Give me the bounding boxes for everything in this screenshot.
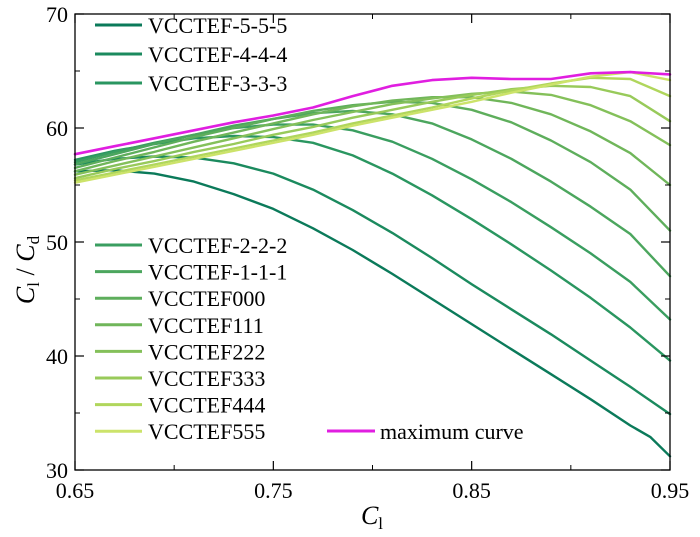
y-tick-label: 50: [46, 230, 68, 255]
x-tick-label: 0.95: [651, 478, 690, 503]
series-line-vcctef555: [73, 70, 672, 184]
series-line-vcctef111: [73, 95, 672, 187]
legend-label-vcctef000: VCCTEF000: [148, 286, 265, 311]
legend-label-vcctef222: VCCTEF222: [148, 339, 265, 364]
legend-label-vcctef111: VCCTEF111: [148, 313, 264, 338]
legend-label-vcctef-2-2-2: VCCTEF-2-2-2: [148, 233, 287, 258]
x-tick-label: 0.85: [452, 478, 491, 503]
x-axis-label: Cl: [361, 501, 383, 532]
legend-label-vcctef444: VCCTEF444: [148, 393, 265, 418]
legend-label-vcctef-3-3-3: VCCTEF-3-3-3: [148, 71, 287, 96]
y-tick-label: 70: [46, 2, 68, 27]
series-line-vcctef222: [73, 90, 672, 176]
x-tick-label: 0.65: [56, 478, 95, 503]
legend-label-vcctef-1-1-1: VCCTEF-1-1-1: [148, 260, 287, 285]
y-axis-label: Cl / Cd: [11, 235, 43, 304]
y-tick-label: 30: [46, 458, 68, 483]
series-line-vcctef-5-5-5: [73, 168, 672, 458]
legend-label-vcctef555: VCCTEF555: [148, 419, 265, 444]
legend-label-vcctef333: VCCTEF333: [148, 366, 265, 391]
legend-label-vcctef-4-4-4: VCCTEF-4-4-4: [148, 42, 287, 67]
y-tick-label: 40: [46, 344, 68, 369]
x-tick-label: 0.75: [254, 478, 293, 503]
y-tick-label: 60: [46, 116, 68, 141]
legend: VCCTEF-5-5-5 VCCTEF-4-4-4 VCCTEF-3-3-3 VCCT…: [95, 13, 524, 444]
legend-label-vcctef-5-5-5: VCCTEF-5-5-5: [148, 13, 287, 38]
series-line-vcctef333: [73, 84, 672, 180]
legend-label-maximum-curve: maximum curve: [380, 419, 524, 444]
series-line-maximum-curve: [73, 70, 672, 156]
series-layer: [73, 70, 672, 458]
tick-layer: 0.65 0.75 0.85 0.95 30 40 50 60 70: [46, 2, 689, 503]
